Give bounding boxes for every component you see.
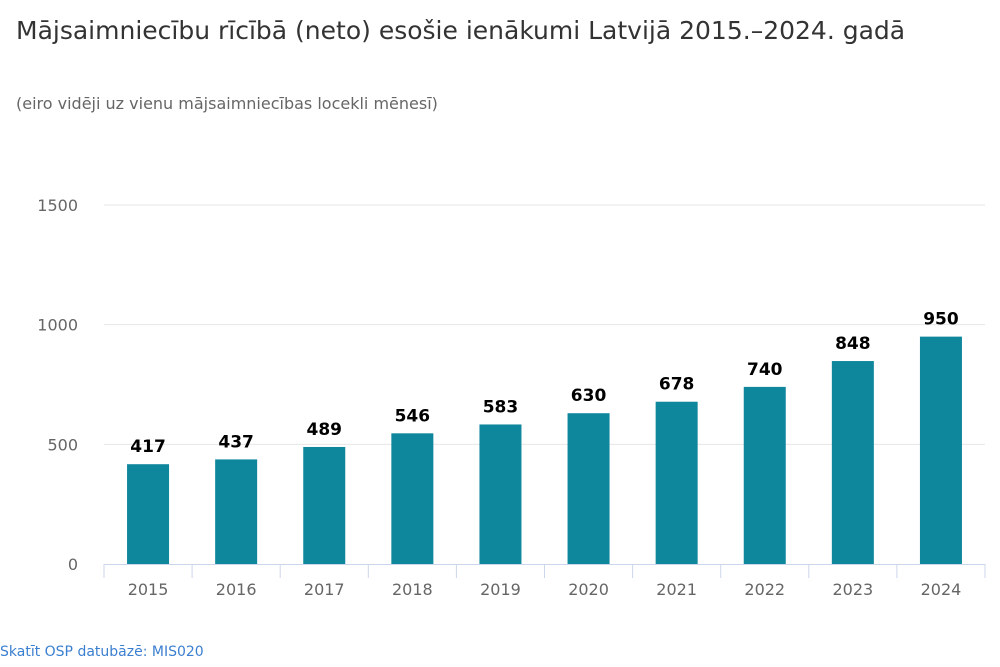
bar-2015 (127, 464, 170, 564)
chart-title: Mājsaimniecību rīcībā (neto) esošie ienā… (16, 16, 906, 45)
y-tick-label: 500 (47, 435, 78, 454)
bar-2021 (655, 401, 698, 564)
x-tick-label: 2019 (480, 580, 521, 599)
database-link[interactable]: Skatīt OSP datubāzē: MIS020 (0, 644, 204, 660)
x-tick-label: 2015 (128, 580, 169, 599)
x-tick-label: 2020 (568, 580, 609, 599)
x-tick-label: 2023 (832, 580, 873, 599)
bar-2017 (303, 446, 346, 564)
data-label: 417 (130, 437, 166, 457)
data-label: 583 (483, 397, 519, 417)
data-label: 630 (571, 386, 607, 406)
x-tick-label: 2016 (216, 580, 257, 599)
x-tick-label: 2018 (392, 580, 433, 599)
bar-2024 (919, 336, 962, 564)
x-tick-label: 2017 (304, 580, 345, 599)
y-tick-label: 1000 (37, 316, 78, 335)
bar-2020 (567, 413, 610, 564)
data-label: 848 (835, 334, 871, 354)
x-tick-label: 2021 (656, 580, 697, 599)
data-label: 546 (395, 406, 431, 426)
data-label: 437 (218, 432, 254, 452)
data-label: 740 (747, 360, 783, 380)
bar-2019 (479, 424, 522, 564)
y-tick-label: 1500 (37, 196, 78, 215)
x-tick-label: 2022 (744, 580, 785, 599)
data-label: 678 (659, 375, 695, 395)
chart-subtitle: (eiro vidēji uz vienu mājsaimniecības lo… (16, 94, 438, 113)
bar-2016 (215, 459, 258, 564)
bar-2018 (391, 433, 434, 564)
data-label: 950 (923, 310, 959, 330)
data-label: 489 (307, 420, 343, 440)
bar-chart: 0 500 1000 1500 417 2015 437 2016 489 2017 546 2018… (37, 196, 986, 599)
y-tick-label: 0 (68, 555, 78, 574)
x-tick-label: 2024 (921, 580, 962, 599)
bar-2023 (831, 361, 874, 564)
bar-2022 (743, 386, 786, 564)
